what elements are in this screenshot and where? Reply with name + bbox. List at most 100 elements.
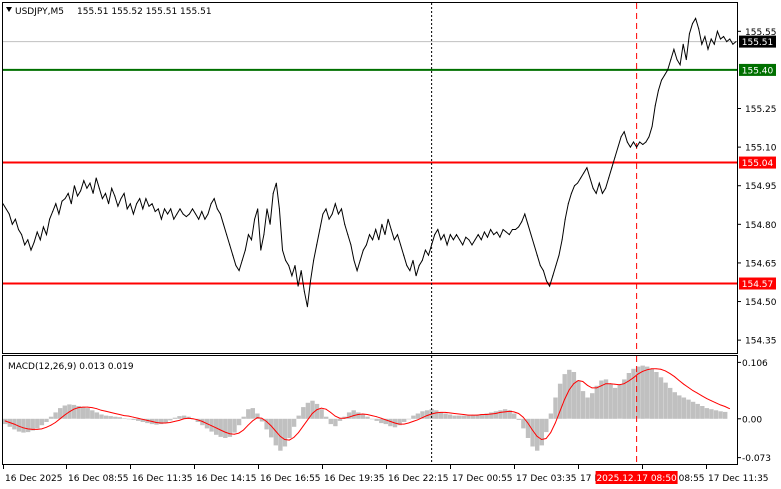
- signal-point: [178, 420, 180, 421]
- price-point: [241, 259, 243, 261]
- signal-point: [87, 406, 88, 408]
- price-point: [692, 23, 693, 25]
- price-point: [667, 69, 669, 71]
- signal-point: [266, 421, 267, 422]
- signal-point: [582, 381, 584, 382]
- price-point: [334, 203, 336, 205]
- price-point: [344, 223, 346, 225]
- signal-point: [348, 416, 350, 418]
- price-point: [440, 239, 442, 241]
- price-pane[interactable]: [2, 3, 738, 353]
- macd-bar: [296, 415, 301, 419]
- price-point: [5, 208, 7, 210]
- price-point: [527, 223, 529, 225]
- symbol-label: USDJPY,M5: [15, 7, 64, 17]
- price-point: [561, 239, 563, 241]
- signal-point: [477, 414, 478, 416]
- macd-bar: [209, 418, 214, 432]
- signal-point: [692, 390, 694, 391]
- signal-point: [224, 431, 226, 433]
- signal-point: [403, 423, 405, 425]
- macd-bar: [328, 418, 333, 425]
- macd-bar: [567, 369, 572, 419]
- signal-point: [183, 418, 185, 420]
- price-point: [322, 213, 324, 215]
- level-badge-label: 154.57: [742, 280, 774, 290]
- signal-point: [605, 383, 607, 385]
- signal-point: [536, 435, 538, 437]
- signal-point: [220, 429, 221, 431]
- price-point: [508, 234, 510, 236]
- macd-header: MACD(12,26,9) 0.013 0.019: [8, 362, 134, 372]
- price-point: [567, 203, 569, 205]
- macd-bar: [695, 403, 700, 419]
- macd-bar: [333, 418, 338, 427]
- price-point: [33, 241, 35, 243]
- macd-pane[interactable]: [3, 356, 730, 464]
- price-point: [629, 146, 631, 148]
- signal-point: [458, 413, 460, 415]
- price-point: [291, 275, 293, 277]
- macd-bar: [590, 393, 595, 419]
- macd-bar: [507, 410, 512, 419]
- signal-point: [715, 402, 717, 404]
- price-point: [27, 239, 29, 241]
- price-point: [303, 290, 305, 292]
- signal-point: [518, 413, 519, 414]
- macd-bar: [677, 395, 682, 419]
- price-point: [499, 236, 501, 238]
- signal-point: [188, 417, 189, 419]
- price-pane-frame: [2, 2, 738, 354]
- price-point: [83, 180, 85, 182]
- price-point: [570, 192, 572, 194]
- price-point: [114, 195, 116, 197]
- price-point: [226, 234, 228, 236]
- price-point: [555, 265, 557, 266]
- signal-point: [105, 410, 107, 412]
- signal-point: [600, 385, 602, 387]
- price-point: [263, 234, 265, 236]
- macd-bar: [25, 418, 31, 433]
- signal-point: [275, 430, 276, 432]
- signal-point: [36, 429, 38, 430]
- macd-bar: [562, 374, 567, 419]
- price-point: [285, 259, 287, 261]
- price-point: [542, 270, 544, 272]
- price-point: [331, 213, 333, 215]
- price-point: [123, 192, 125, 194]
- signal-point: [380, 417, 382, 419]
- price-point: [350, 244, 352, 246]
- price-tick-label: 154.65: [745, 259, 777, 269]
- macd-bar: [452, 415, 457, 419]
- macd-bar: [672, 392, 677, 419]
- triangle-down-icon[interactable]: [6, 7, 12, 12]
- macd-bar: [626, 373, 632, 419]
- macd-bar: [383, 418, 388, 425]
- price-point: [257, 208, 259, 210]
- macd-bar: [420, 411, 425, 419]
- signal-point: [674, 376, 675, 378]
- signal-point: [610, 383, 611, 385]
- signal-point: [133, 416, 134, 418]
- price-point: [468, 239, 470, 241]
- price-point: [319, 229, 321, 230]
- signal-point: [288, 439, 290, 441]
- signal-point: [142, 418, 144, 420]
- price-point: [369, 234, 370, 236]
- price-point: [36, 231, 38, 233]
- macd-bar: [214, 418, 219, 435]
- signal-point: [119, 414, 120, 415]
- signal-point: [114, 413, 116, 414]
- time-tick-label: 17 Dec 11:35: [708, 474, 769, 484]
- price-tick-label: 155.25: [745, 105, 777, 115]
- macd-bar: [397, 418, 402, 426]
- macd-bar: [622, 379, 627, 419]
- price-point: [471, 244, 473, 246]
- price-point: [465, 236, 467, 238]
- macd-bar: [282, 418, 288, 447]
- macd-bar: [223, 418, 228, 438]
- signal-point: [385, 419, 386, 421]
- time-tick-label: 16 Dec 19:35: [324, 474, 385, 484]
- price-point: [400, 244, 402, 246]
